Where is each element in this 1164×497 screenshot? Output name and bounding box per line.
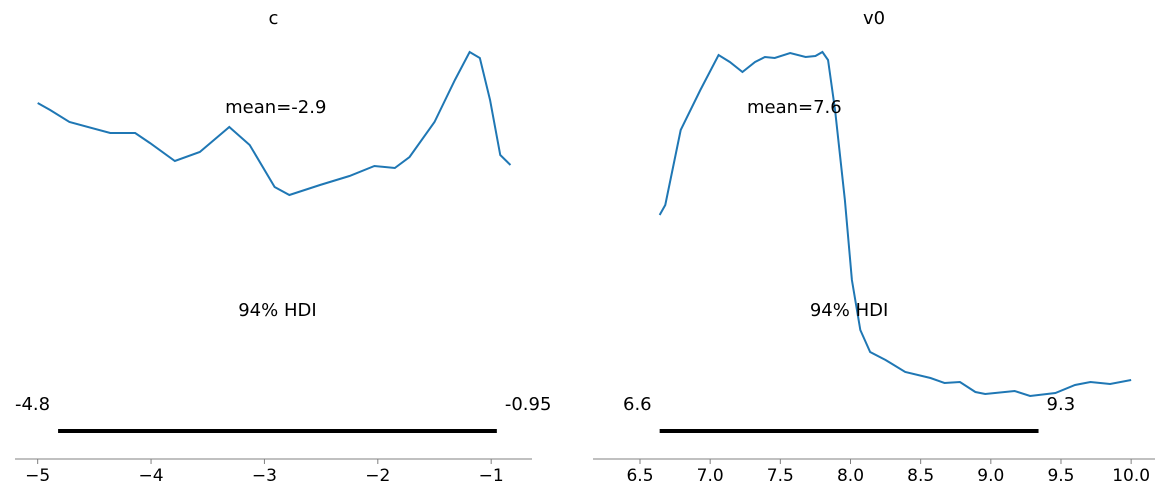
mean-label: mean=7.6 [747,97,842,118]
x-tick-label: 8.5 [907,466,934,486]
hdi-upper-label: -0.95 [505,394,552,415]
x-tick-label: 8.0 [837,466,864,486]
x-tick-label: −5 [25,466,50,486]
x-tick-label: 7.5 [767,466,794,486]
hdi-label: 94% HDI [238,300,316,321]
hdi-lower-label: -4.8 [15,394,50,415]
x-tick-label: 9.0 [977,466,1004,486]
x-tick-label: −1 [479,466,504,486]
panel-title: c [269,8,279,29]
density-line [37,50,512,197]
x-tick-label: 6.5 [626,466,653,486]
panel-title: v0 [863,8,885,29]
hdi-upper-label: 9.3 [1047,394,1076,415]
hdi-label: 94% HDI [810,300,888,321]
x-tick-label: 10.0 [1112,466,1150,486]
x-tick-label: −3 [252,466,277,486]
hdi-lower-label: 6.6 [623,394,652,415]
x-tick-label: 7.0 [697,466,724,486]
x-tick-label: −4 [139,466,164,486]
mean-label: mean=-2.9 [225,97,326,118]
density-line [658,50,1132,398]
x-tick-label: −2 [365,466,390,486]
x-tick-label: 9.5 [1047,466,1074,486]
